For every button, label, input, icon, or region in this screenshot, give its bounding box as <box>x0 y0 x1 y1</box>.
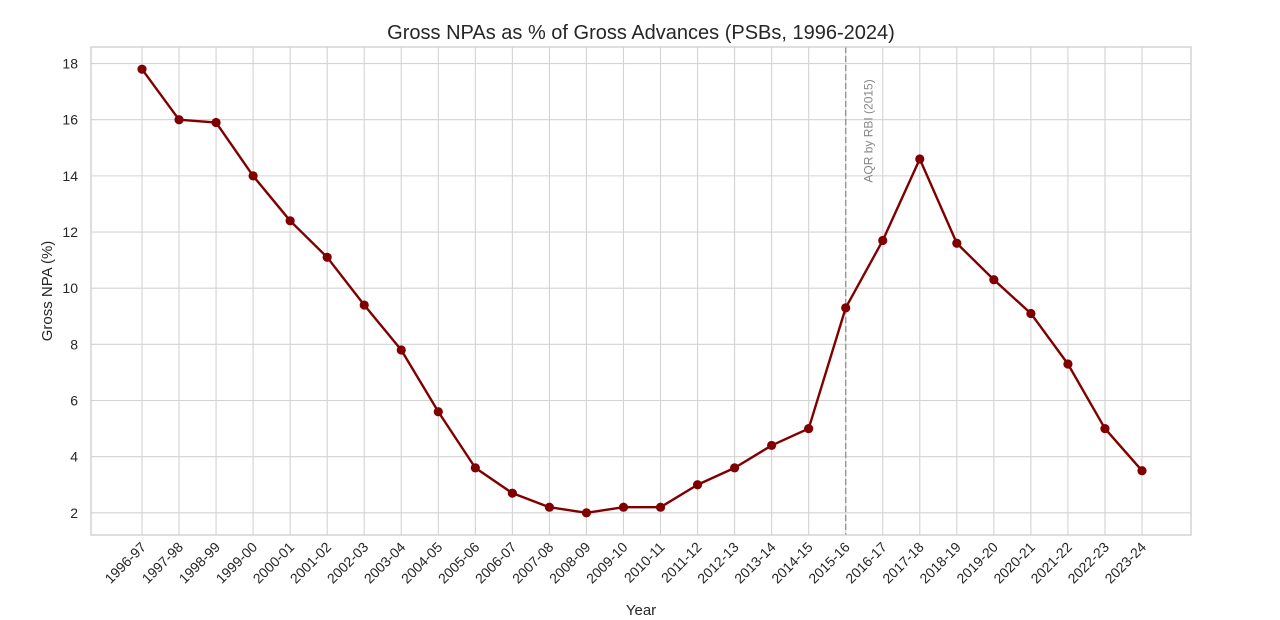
data-point <box>804 423 814 434</box>
data-point <box>285 216 295 226</box>
data-point <box>581 508 592 518</box>
data-point <box>952 238 962 248</box>
data-point <box>841 303 851 313</box>
data-point <box>989 275 999 285</box>
y-tick-label: 18 <box>62 56 78 72</box>
data-point <box>137 64 147 74</box>
y-tick-label: 6 <box>70 393 78 409</box>
grid <box>91 47 1191 535</box>
data-point <box>359 300 369 310</box>
data-point <box>544 502 555 512</box>
x-tick-labels: 1996-971997-981998-991999-002000-012001-… <box>101 539 1149 587</box>
data-point <box>174 115 184 125</box>
y-tick-label: 12 <box>62 224 78 240</box>
data-point <box>470 463 480 473</box>
data-point <box>1137 466 1147 476</box>
data-point <box>1026 308 1036 319</box>
y-tick-label: 2 <box>70 505 78 521</box>
data-point <box>915 154 925 164</box>
series-line <box>141 68 1143 515</box>
data-point <box>618 502 629 512</box>
data-point <box>729 463 740 473</box>
data-point <box>692 480 703 490</box>
data-point <box>878 235 888 246</box>
y-axis-label: Gross NPA (%) <box>39 241 56 342</box>
chart-title: Gross NPAs as % of Gross Advances (PSBs,… <box>387 22 895 44</box>
data-point <box>433 407 443 417</box>
data-point <box>248 171 258 181</box>
y-tick-label: 8 <box>70 336 78 352</box>
y-tick-labels: 2 4 6 8 10 12 14 16 18 <box>62 56 78 521</box>
x-tick-label: 2009-10 <box>583 539 631 587</box>
axes-frame <box>90 46 1192 536</box>
y-tick-label: 10 <box>62 280 78 296</box>
y-tick-label: 14 <box>62 168 78 184</box>
data-point <box>767 440 777 451</box>
y-tick-label: 16 <box>62 112 78 128</box>
data-point <box>211 117 221 128</box>
data-point <box>507 488 517 498</box>
annotation-layer: AQR by RBI (2015) <box>844 47 876 535</box>
annotation-text: AQR by RBI (2015) <box>862 79 876 182</box>
x-axis-label: Year <box>626 602 656 619</box>
data-point <box>1100 423 1110 434</box>
y-tick-label: 4 <box>70 449 78 465</box>
data-point <box>1063 359 1073 369</box>
series-layer <box>137 64 1147 518</box>
x-tick-label: 2023-24 <box>1101 539 1149 587</box>
data-point <box>655 502 666 512</box>
data-point <box>322 252 332 262</box>
data-point <box>396 345 406 355</box>
